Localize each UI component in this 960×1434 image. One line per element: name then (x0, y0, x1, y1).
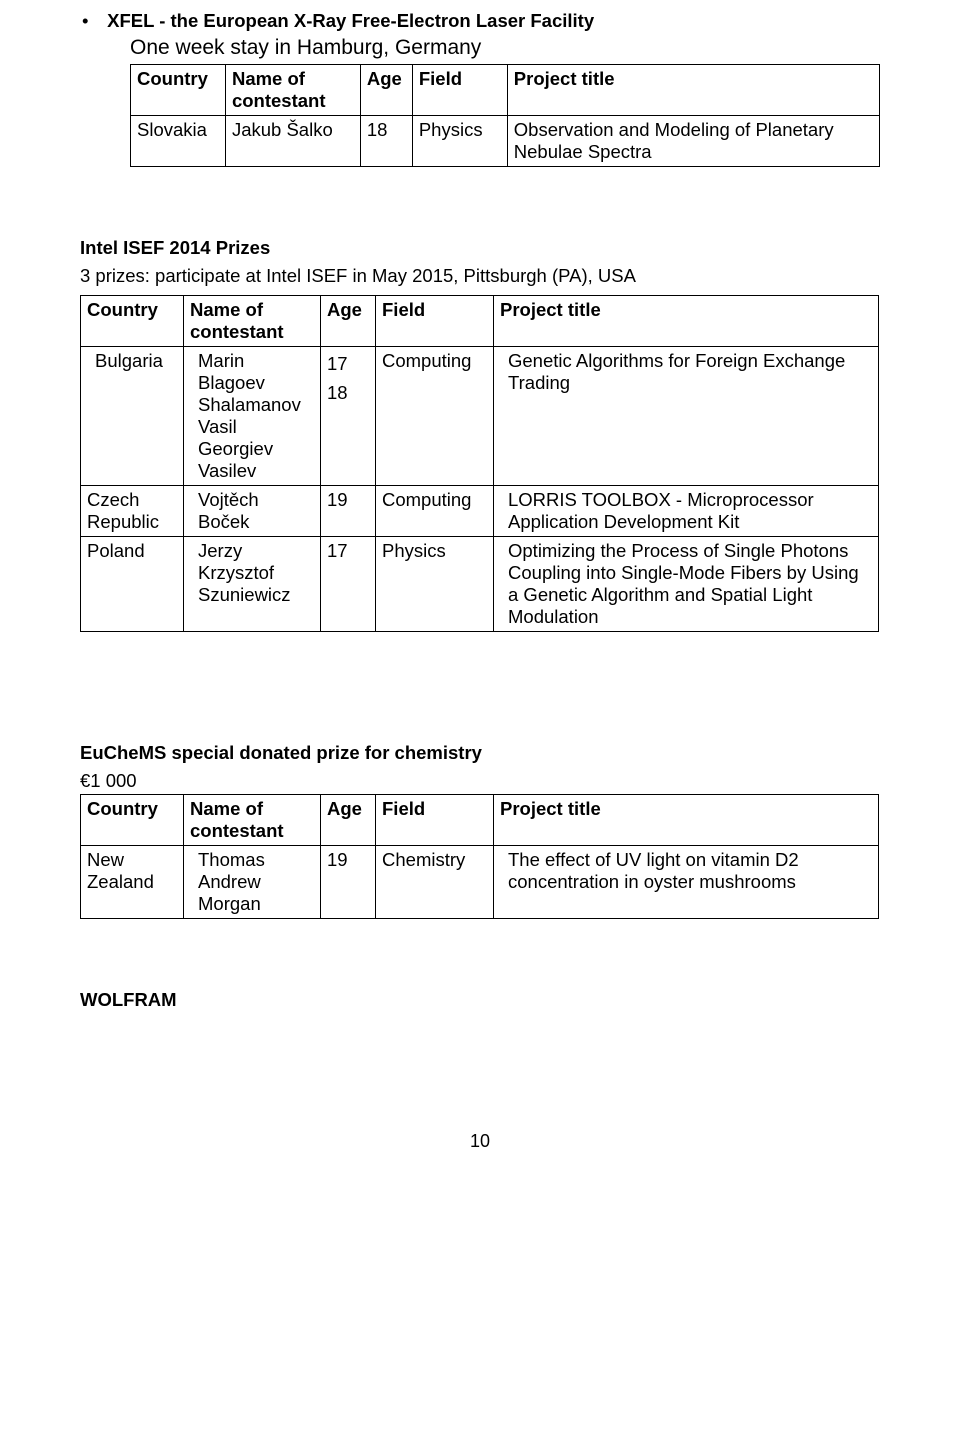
bullet-icon: • (82, 10, 102, 32)
xfel-title: XFEL - the European X-Ray Free-Electron … (107, 10, 594, 31)
cell-country: New Zealand (81, 846, 184, 919)
cell-title: Observation and Modeling of Planetary Ne… (507, 116, 879, 167)
cell-country: Poland (81, 537, 184, 632)
cell-age: 17 (321, 537, 376, 632)
col-country: Country (131, 65, 226, 116)
col-age: Age (321, 795, 376, 846)
cell-name: Thomas Andrew Morgan (184, 846, 321, 919)
col-age: Age (321, 296, 376, 347)
col-field: Field (376, 795, 494, 846)
cell-name: Jerzy Krzysztof Szuniewicz (184, 537, 321, 632)
cell-field: Physics (376, 537, 494, 632)
cell-age: 19 (321, 486, 376, 537)
isef-sub: 3 prizes: participate at Intel ISEF in M… (80, 265, 880, 287)
cell-field: Physics (412, 116, 507, 167)
cell-name: Vojtěch Boček (184, 486, 321, 537)
age-1: 17 (327, 350, 369, 379)
table-row: Czech Republic Vojtěch Boček 19 Computin… (81, 486, 879, 537)
euchems-table: Country Name of contestant Age Field Pro… (80, 794, 879, 919)
table-header-row: Country Name of contestant Age Field Pro… (81, 296, 879, 347)
cell-title: Genetic Algorithms for Foreign Exchange … (494, 347, 879, 486)
xfel-bullet: • XFEL - the European X-Ray Free-Electro… (102, 10, 880, 32)
col-name: Name of contestant (225, 65, 360, 116)
cell-age: 19 (321, 846, 376, 919)
cell-country: Bulgaria (81, 347, 184, 486)
col-name: Name of contestant (184, 795, 321, 846)
col-age: Age (360, 65, 412, 116)
page-number: 10 (80, 1131, 880, 1152)
col-name: Name of contestant (184, 296, 321, 347)
table-row: Bulgaria Marin Blagoev Shalamanov Vasil … (81, 347, 879, 486)
cell-country: Czech Republic (81, 486, 184, 537)
col-title: Project title (494, 795, 879, 846)
euchems-title: EuCheMS special donated prize for chemis… (80, 742, 880, 764)
table-row: Poland Jerzy Krzysztof Szuniewicz 17 Phy… (81, 537, 879, 632)
cell-age: 18 (360, 116, 412, 167)
cell-title: Optimizing the Process of Single Photons… (494, 537, 879, 632)
contestant-1: Marin Blagoev Shalamanov (198, 350, 314, 416)
xfel-stay: One week stay in Hamburg, Germany (130, 36, 880, 60)
cell-field: Chemistry (376, 846, 494, 919)
col-title: Project title (494, 296, 879, 347)
cell-age: 17 18 (321, 347, 376, 486)
contestant-2: Vasil Georgiev Vasilev (198, 416, 314, 482)
cell-name: Jakub Šalko (225, 116, 360, 167)
cell-title: The effect of UV light on vitamin D2 con… (494, 846, 879, 919)
table-header-row: Country Name of contestant Age Field Pro… (131, 65, 880, 116)
col-field: Field (412, 65, 507, 116)
col-country: Country (81, 296, 184, 347)
euchems-amount: €1 000 (80, 770, 880, 792)
table-row: New Zealand Thomas Andrew Morgan 19 Chem… (81, 846, 879, 919)
col-field: Field (376, 296, 494, 347)
table-header-row: Country Name of contestant Age Field Pro… (81, 795, 879, 846)
table-row: Slovakia Jakub Šalko 18 Physics Observat… (131, 116, 880, 167)
col-country: Country (81, 795, 184, 846)
cell-name: Marin Blagoev Shalamanov Vasil Georgiev … (184, 347, 321, 486)
cell-field: Computing (376, 486, 494, 537)
cell-country: Slovakia (131, 116, 226, 167)
isef-table: Country Name of contestant Age Field Pro… (80, 295, 879, 632)
age-2: 18 (327, 379, 369, 408)
col-title: Project title (507, 65, 879, 116)
cell-title: LORRIS TOOLBOX - Microprocessor Applicat… (494, 486, 879, 537)
cell-field: Computing (376, 347, 494, 486)
isef-title: Intel ISEF 2014 Prizes (80, 237, 880, 259)
xfel-table: Country Name of contestant Age Field Pro… (130, 64, 880, 167)
wolfram-title: WOLFRAM (80, 989, 880, 1011)
